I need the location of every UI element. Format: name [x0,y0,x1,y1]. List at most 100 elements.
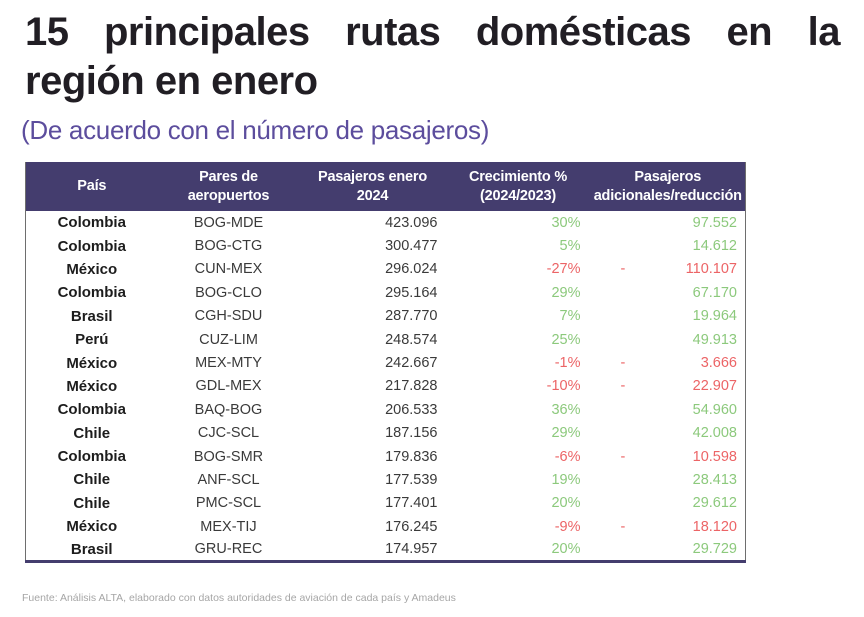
table-row: Chile ANF-SCL 177.539 19% 28.413 [25,468,746,492]
growth-cell: -10% [445,374,591,399]
slide: 15 principales rutas domésticas en la re… [0,8,864,617]
route-cell: CUN-MEX [157,257,300,282]
additional-pax-value: 97.552 [692,214,737,231]
additional-pax-cell: 97.552 [590,211,746,235]
country-cell: Colombia [25,444,158,469]
col-header-airport-pairs: Pares de aeropuertos [157,162,300,211]
growth-cell: -1% [445,351,591,375]
table-row: Colombia BOG-CTG 300.477 5% 14.612 [25,234,746,258]
pax-cell: 295.164 [299,281,446,305]
title-word: la [807,10,841,54]
additional-pax-value: 29.612 [692,495,737,512]
growth-cell: 19% [445,468,591,492]
additional-pax-cell: - 22.907 [590,374,746,399]
pax-cell: 248.574 [299,327,446,352]
table-row: Colombia BAQ-BOG 206.533 36% 54.960 [25,398,746,422]
growth-cell: 29% [445,281,591,305]
route-cell: BAQ-BOG [157,398,300,422]
negative-sign: - [620,261,626,278]
additional-pax-value: 49.913 [692,331,737,348]
pax-cell: 296.024 [299,257,446,282]
country-cell: Chile [25,468,158,492]
country-cell: Brasil [25,304,158,328]
additional-pax-cell: 67.170 [590,281,746,305]
table-row: México CUN-MEX 296.024 -27% - 110.107 [25,257,746,282]
additional-pax-cell: 42.008 [590,421,746,445]
additional-pax-value: 14.612 [692,238,737,255]
growth-cell: 20% [445,491,591,516]
route-cell: BOG-CLO [157,281,300,305]
route-cell: ANF-SCL [157,468,300,492]
page-title-line-2: región en enero [25,59,318,103]
additional-pax-cell: 29.612 [590,491,746,516]
pax-cell: 177.401 [299,491,446,516]
pax-cell: 242.667 [299,351,446,375]
country-cell: México [25,515,158,539]
additional-pax-value: 67.170 [692,284,737,301]
route-cell: BOG-MDE [157,211,300,235]
col-header-additional-passengers: Pasajeros adicionales/reducción [590,162,746,211]
col-header-country: País [25,162,158,211]
growth-cell: 5% [445,234,591,258]
country-cell: México [25,351,158,375]
table-row: Chile CJC-SCL 187.156 29% 42.008 [25,421,746,445]
growth-cell: 29% [445,421,591,445]
col-header-country-label: País [77,178,107,194]
title-word: rutas [345,10,441,54]
country-cell: Chile [25,421,158,445]
country-cell: Colombia [25,281,158,305]
table-row: Colombia BOG-CLO 295.164 29% 67.170 [25,281,746,305]
additional-pax-value: 110.107 [685,261,737,278]
pax-cell: 287.770 [299,304,446,328]
additional-pax-value: 42.008 [692,425,737,442]
additional-pax-value: 18.120 [692,518,737,535]
additional-pax-cell: - 3.666 [590,351,746,375]
col-header-additional-label: Pasajeros [634,168,702,185]
additional-pax-cell: 29.729 [590,538,746,562]
pax-cell: 179.836 [299,444,446,469]
additional-pax-cell: 14.612 [590,234,746,258]
route-cell: BOG-CTG [157,234,300,258]
negative-sign: - [620,378,626,395]
country-cell: México [25,257,158,282]
route-cell: GRU-REC [157,538,300,562]
additional-pax-cell: - 110.107 [590,257,746,282]
table-row: Colombia BOG-MDE 423.096 30% 97.552 [25,211,746,235]
additional-pax-cell: 54.960 [590,398,746,422]
country-cell: Brasil [25,538,158,562]
source-note: Fuente: Análisis ALTA, elaborado con dat… [22,592,456,604]
route-cell: BOG-SMR [157,444,300,469]
title-word: principales [103,10,310,54]
col-header-growth-label: Crecimiento % [468,168,568,185]
title-word: en [726,10,773,54]
additional-pax-cell: - 18.120 [590,515,746,539]
pax-cell: 176.245 [299,515,446,539]
country-cell: Colombia [25,398,158,422]
country-cell: México [25,374,158,399]
additional-pax-value: 28.413 [692,471,737,488]
title-word: domésticas [475,10,692,54]
negative-sign: - [620,518,626,535]
page-subtitle: (De acuerdo con el número de pasajeros) [21,115,490,145]
page-title: 15 principales rutas domésticas en la re… [25,8,840,106]
growth-cell: 7% [445,304,591,328]
table-row: Brasil CGH-SDU 287.770 7% 19.964 [25,304,746,328]
table-row: México MEX-TIJ 176.245 -9% - 18.120 [25,515,746,539]
additional-pax-cell: 28.413 [590,468,746,492]
country-cell: Colombia [25,211,158,235]
negative-sign: - [620,355,626,372]
table-body: Colombia BOG-MDE 423.096 30% 97.552 Colo… [25,211,746,562]
pax-cell: 206.533 [299,398,446,422]
table-header: País Pares de aeropuertos Pasajeros ener… [25,162,746,211]
additional-pax-cell: 19.964 [590,304,746,328]
pax-cell: 423.096 [299,211,446,235]
negative-sign: - [620,448,626,465]
table-row: México GDL-MEX 217.828 -10% - 22.907 [25,374,746,399]
growth-cell: 30% [445,211,591,235]
additional-pax-cell: - 10.598 [590,444,746,469]
route-cell: CUZ-LIM [157,327,300,352]
col-header-passengers-label: Pasajeros enero [317,168,428,185]
additional-pax-value: 54.960 [692,401,737,418]
route-cell: CGH-SDU [157,304,300,328]
table-row: México MEX-MTY 242.667 -1% - 3.666 [25,351,746,375]
